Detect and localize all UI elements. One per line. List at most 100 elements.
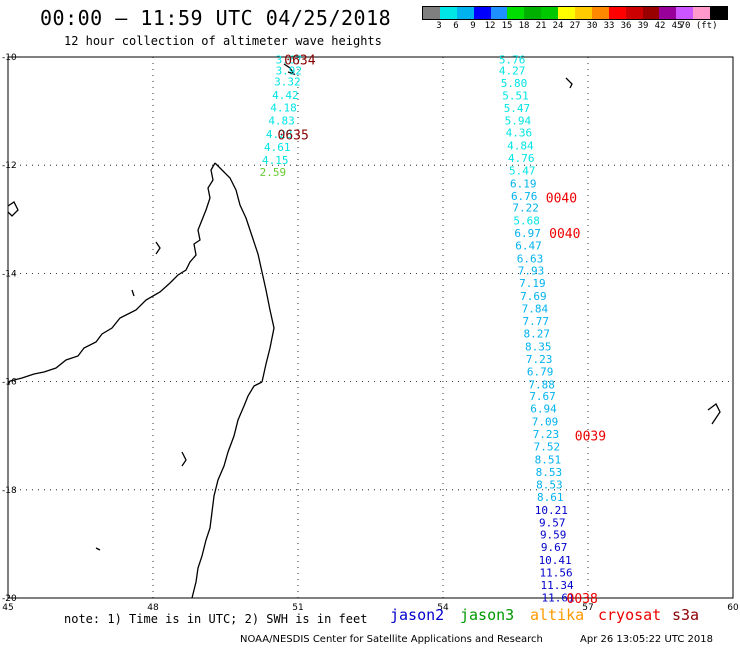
wave-height-value: 5.47 [504,102,531,115]
wave-height-color-scale: 3 6 9 12 15 18 21 24 27 30 33 36 39 42 45 70 (ft) [422,6,728,32]
pass-times: 0634 0635 0040 0040 0039 0038 [278,54,607,607]
wave-height-value: 6.79 [527,365,554,378]
madagascar-coast [7,162,275,599]
color-swatch [541,7,559,19]
color-scale-tick: 33 [603,21,615,31]
longitude-label: 48 [147,603,159,613]
color-scale-tick: 45 [671,21,683,31]
axis-labels: 45 48 51 54 57 60 -10 -12 -14 -16 -18 -20 [2,53,739,613]
wave-height-values: 3.673.923.324.424.184.834.284.614.152.59… [260,54,575,605]
latitude-label: -12 [2,161,17,171]
color-scale-tick: 9 [470,21,476,31]
wave-height-value: 4.42 [272,89,299,102]
wave-height-value: 8.53 [536,466,563,479]
wave-height-value: 9.67 [541,541,568,554]
wave-height-value: 4.61 [264,141,291,154]
color-swatch [676,7,694,19]
color-scale-tick: 27 [569,21,581,31]
wave-height-value: 3.67 [276,54,303,67]
latitude-label: -10 [2,53,17,63]
wave-height-value: 7.52 [534,441,561,454]
pass-time-label: 0039 [575,430,606,445]
color-scale-tick: 30 [586,21,598,31]
island-coast [181,451,187,467]
latitude-label: -18 [2,486,17,496]
color-scale-tick: 70 (ft) [679,21,718,31]
color-swatch [473,7,491,19]
wave-height-value: 4.83 [268,114,295,127]
wave-height-value: 7.69 [520,290,547,303]
satellite-legend-cryosat: cryosat [598,606,662,624]
color-scale-tick: 12 [484,21,496,31]
color-scale-tick: 39 [637,21,649,31]
wave-height-value: 8.51 [535,454,562,467]
wave-height-value: 4.28 [266,128,293,141]
color-swatch [608,7,626,19]
wave-height-value: 4.36 [506,127,533,140]
wave-height-value: 9.59 [540,529,567,542]
color-swatch [524,7,542,19]
pass-time-label: 0040 [549,227,580,242]
color-scale-tick: 6 [453,21,459,31]
wave-height-value: 11.61 [541,591,574,604]
color-swatch [625,7,643,19]
color-swatch [642,7,660,19]
wave-height-value: 8.27 [524,327,551,340]
pass-time-label: 0635 [278,128,309,143]
wave-height-value: 10.21 [535,504,568,517]
wave-height-value: 5.94 [505,114,532,127]
footer-credit: NOAA/NESDIS Center for Satellite Applica… [240,634,543,645]
color-swatch [507,7,525,19]
island-coast [155,241,161,255]
satellite-legend-altika: altika [530,606,585,624]
wave-height-value: 5.47 [509,165,536,178]
latitude-label: -20 [2,594,17,604]
wave-height-value: 6.19 [510,178,537,191]
wave-height-value: 7.84 [522,303,549,316]
wave-height-value: 6.76 [511,190,538,203]
island-coast [565,77,573,89]
color-scale-tick: 42 [654,21,666,31]
island-coast [707,403,721,425]
color-swatch [693,7,711,19]
island-coast [95,547,101,551]
island-coast [7,201,19,217]
longitude-label: 54 [437,603,449,613]
color-scale-tick: 3 [436,21,442,31]
wave-height-value: 11.34 [541,579,574,592]
pass-time-label: 0634 [284,54,315,69]
wave-height-value: 4.27 [499,65,526,78]
color-scale-tick: 24 [552,21,564,31]
wave-height-value: 3.92 [276,65,303,78]
wave-height-value: 7.22 [512,201,539,214]
wave-height-value: 6.47 [515,239,542,252]
wave-height-value: 7.09 [532,416,559,429]
wave-height-value: 7.23 [526,353,553,366]
wave-height-value: 5.51 [502,89,529,102]
latitude-label: -16 [2,378,17,388]
wave-height-value: 6.94 [530,403,557,416]
wave-height-value: 3.32 [274,75,301,88]
satellite-legend-jason3: jason3 [460,606,515,624]
wave-height-value: 8.61 [537,491,564,504]
wave-height-value: 7.88 [528,378,555,391]
wave-height-value: 7.23 [533,428,560,441]
longitude-label: 60 [727,603,739,613]
pass-time-label: 0040 [546,192,577,207]
wave-height-value: 2.59 [260,166,287,179]
color-swatch [423,7,440,19]
wave-height-value: 5.80 [501,77,528,90]
color-scale-tick: 36 [620,21,632,31]
note-text: note: 1) Time is in UTC; 2) SWH is in fe… [64,612,368,626]
wave-height-value: 6.97 [514,227,541,240]
wave-height-value: 5.68 [513,214,540,227]
longitude-label: 51 [292,603,303,613]
color-scale-tick: 15 [501,21,513,31]
wave-height-value: 7.67 [529,390,556,403]
plot-border [7,56,734,599]
map-frame [7,56,734,599]
wave-height-value: 6.63 [517,252,544,265]
satellite-legend-jason2: jason2 [390,606,445,624]
